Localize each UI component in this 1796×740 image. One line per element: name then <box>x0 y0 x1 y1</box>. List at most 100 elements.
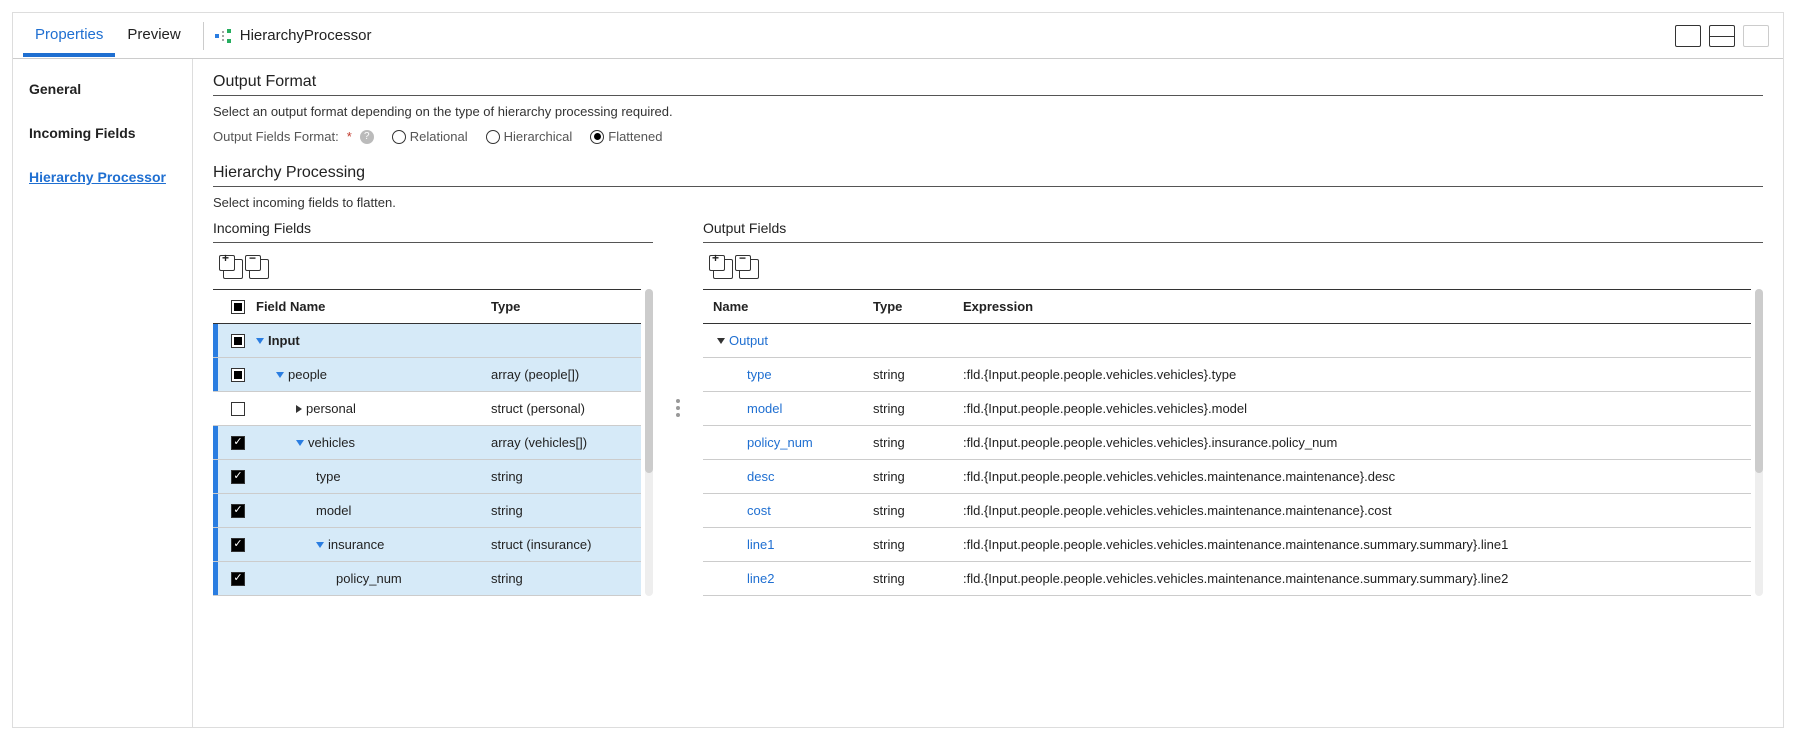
output-row[interactable]: modelstring:fld.{Input.people.people.veh… <box>703 392 1751 426</box>
layout-split-button[interactable] <box>1709 25 1735 47</box>
output-row[interactable]: descstring:fld.{Input.people.people.vehi… <box>703 460 1751 494</box>
output-fields-title: Output Fields <box>703 220 1763 243</box>
output-collapse-all-button[interactable] <box>739 259 759 279</box>
incoming-row[interactable]: typestring <box>213 460 641 494</box>
incoming-row[interactable]: peoplearray (people[]) <box>213 358 641 392</box>
tree-collapsed-icon[interactable] <box>296 405 302 413</box>
tab-properties[interactable]: Properties <box>23 14 115 57</box>
top-tab-bar: Properties Preview HierarchyProcessor <box>13 13 1783 59</box>
hierarchy-processor-icon <box>214 27 232 45</box>
tree-expand-icon[interactable] <box>296 440 304 446</box>
row-checkbox[interactable] <box>231 572 245 586</box>
output-row[interactable]: policy_numstring:fld.{Input.people.peopl… <box>703 426 1751 460</box>
output-field-type: string <box>873 537 963 552</box>
col-out-type[interactable]: Type <box>873 299 963 314</box>
field-name-label: model <box>316 503 351 518</box>
output-root-label[interactable]: Output <box>729 333 768 348</box>
output-root-row[interactable]: Output <box>703 324 1751 358</box>
col-field-name[interactable]: Field Name <box>256 299 491 314</box>
select-all-checkbox[interactable] <box>231 300 245 314</box>
fields-two-column: Incoming Fields Field Name Type <box>213 220 1763 596</box>
row-checkbox[interactable] <box>231 470 245 484</box>
row-checkbox[interactable] <box>231 334 245 348</box>
layout-collapse-button[interactable] <box>1743 25 1769 47</box>
sidebar-item-hierarchy-processor[interactable]: Hierarchy Processor <box>13 161 192 193</box>
collapse-all-button[interactable] <box>249 259 269 279</box>
output-field-type: string <box>873 503 963 518</box>
field-type-label: string <box>491 469 641 484</box>
hierarchy-processing-title: Hierarchy Processing <box>213 164 1763 187</box>
radio-flattened-label: Flattened <box>608 129 662 144</box>
output-field-name[interactable]: line1 <box>747 537 774 552</box>
sidebar-item-incoming-fields[interactable]: Incoming Fields <box>13 117 192 149</box>
processor-name: HierarchyProcessor <box>240 27 372 44</box>
field-name-label: Input <box>268 333 300 348</box>
incoming-scrollbar[interactable] <box>645 289 653 596</box>
incoming-row[interactable]: modelstring <box>213 494 641 528</box>
tree-expand-icon[interactable] <box>316 542 324 548</box>
radio-relational-label: Relational <box>410 129 468 144</box>
field-type-label: string <box>491 571 641 586</box>
radio-hierarchical[interactable]: Hierarchical <box>486 129 573 144</box>
incoming-row[interactable]: policy_num string <box>213 562 641 596</box>
incoming-row[interactable]: Input <box>213 324 641 358</box>
col-type[interactable]: Type <box>491 299 641 314</box>
output-field-name[interactable]: cost <box>747 503 771 518</box>
hierarchy-processing-subtitle: Select incoming fields to flatten. <box>213 195 1763 210</box>
output-format-row: Output Fields Format: * ? Relational Hier… <box>213 129 1763 144</box>
col-out-name[interactable]: Name <box>703 299 873 314</box>
incoming-toolbar <box>213 255 653 289</box>
incoming-table-header: Field Name Type <box>213 290 641 324</box>
layout-single-button[interactable] <box>1675 25 1701 47</box>
main-content: Output Format Select an output format de… <box>193 59 1783 727</box>
field-type-label: array (vehicles[]) <box>491 435 641 450</box>
output-field-expression: :fld.{Input.people.people.vehicles.vehic… <box>963 537 1751 552</box>
field-name-label: vehicles <box>308 435 355 450</box>
output-field-name[interactable]: desc <box>747 469 774 484</box>
expand-all-button[interactable] <box>223 259 243 279</box>
incoming-row[interactable]: insurancestruct (insurance) <box>213 528 641 562</box>
tree-expand-icon[interactable] <box>276 372 284 378</box>
col-out-expression[interactable]: Expression <box>963 299 1751 314</box>
tab-preview[interactable]: Preview <box>115 14 192 57</box>
output-row[interactable]: line2string:fld.{Input.people.people.veh… <box>703 562 1751 596</box>
column-resize-handle[interactable] <box>673 220 683 596</box>
output-fields-table: Name Type Expression Output <box>703 289 1751 596</box>
output-field-name[interactable]: line2 <box>747 571 774 586</box>
output-row[interactable]: line1 string:fld.{Input.people.people.veh… <box>703 528 1751 562</box>
help-icon[interactable]: ? <box>360 130 374 144</box>
row-checkbox[interactable] <box>231 402 245 416</box>
output-field-expression: :fld.{Input.people.people.vehicles.vehic… <box>963 367 1751 382</box>
output-field-type: string <box>873 367 963 382</box>
output-field-type: string <box>873 401 963 416</box>
radio-relational[interactable]: Relational <box>392 129 468 144</box>
output-field-type: string <box>873 469 963 484</box>
output-field-name[interactable]: model <box>747 401 782 416</box>
tree-expand-icon[interactable] <box>256 338 264 344</box>
tree-expand-icon[interactable] <box>717 338 725 344</box>
incoming-row[interactable]: personalstruct (personal) <box>213 392 641 426</box>
incoming-fields-column: Incoming Fields Field Name Type <box>213 220 653 596</box>
field-name-label: policy_num <box>336 571 402 586</box>
row-checkbox[interactable] <box>231 436 245 450</box>
incoming-row[interactable]: vehicles array (vehicles[]) <box>213 426 641 460</box>
output-row[interactable]: coststring:fld.{Input.people.people.vehi… <box>703 494 1751 528</box>
output-field-name[interactable]: type <box>747 367 772 382</box>
output-field-expression: :fld.{Input.people.people.vehicles.vehic… <box>963 571 1751 586</box>
row-checkbox[interactable] <box>231 368 245 382</box>
field-name-label: people <box>288 367 327 382</box>
field-type-label: struct (insurance) <box>491 537 641 552</box>
hierarchy-processor-panel: Properties Preview HierarchyProcessor Ge… <box>12 12 1784 728</box>
output-toolbar <box>703 255 1763 289</box>
sidebar-item-general[interactable]: General <box>13 73 192 105</box>
required-marker: * <box>347 129 352 144</box>
output-format-label: Output Fields Format: <box>213 129 339 144</box>
output-row[interactable]: type string:fld.{Input.people.people.vehi… <box>703 358 1751 392</box>
radio-hierarchical-label: Hierarchical <box>504 129 573 144</box>
row-checkbox[interactable] <box>231 504 245 518</box>
radio-flattened[interactable]: Flattened <box>590 129 662 144</box>
row-checkbox[interactable] <box>231 538 245 552</box>
output-scrollbar[interactable] <box>1755 289 1763 596</box>
output-field-name[interactable]: policy_num <box>747 435 813 450</box>
output-expand-all-button[interactable] <box>713 259 733 279</box>
